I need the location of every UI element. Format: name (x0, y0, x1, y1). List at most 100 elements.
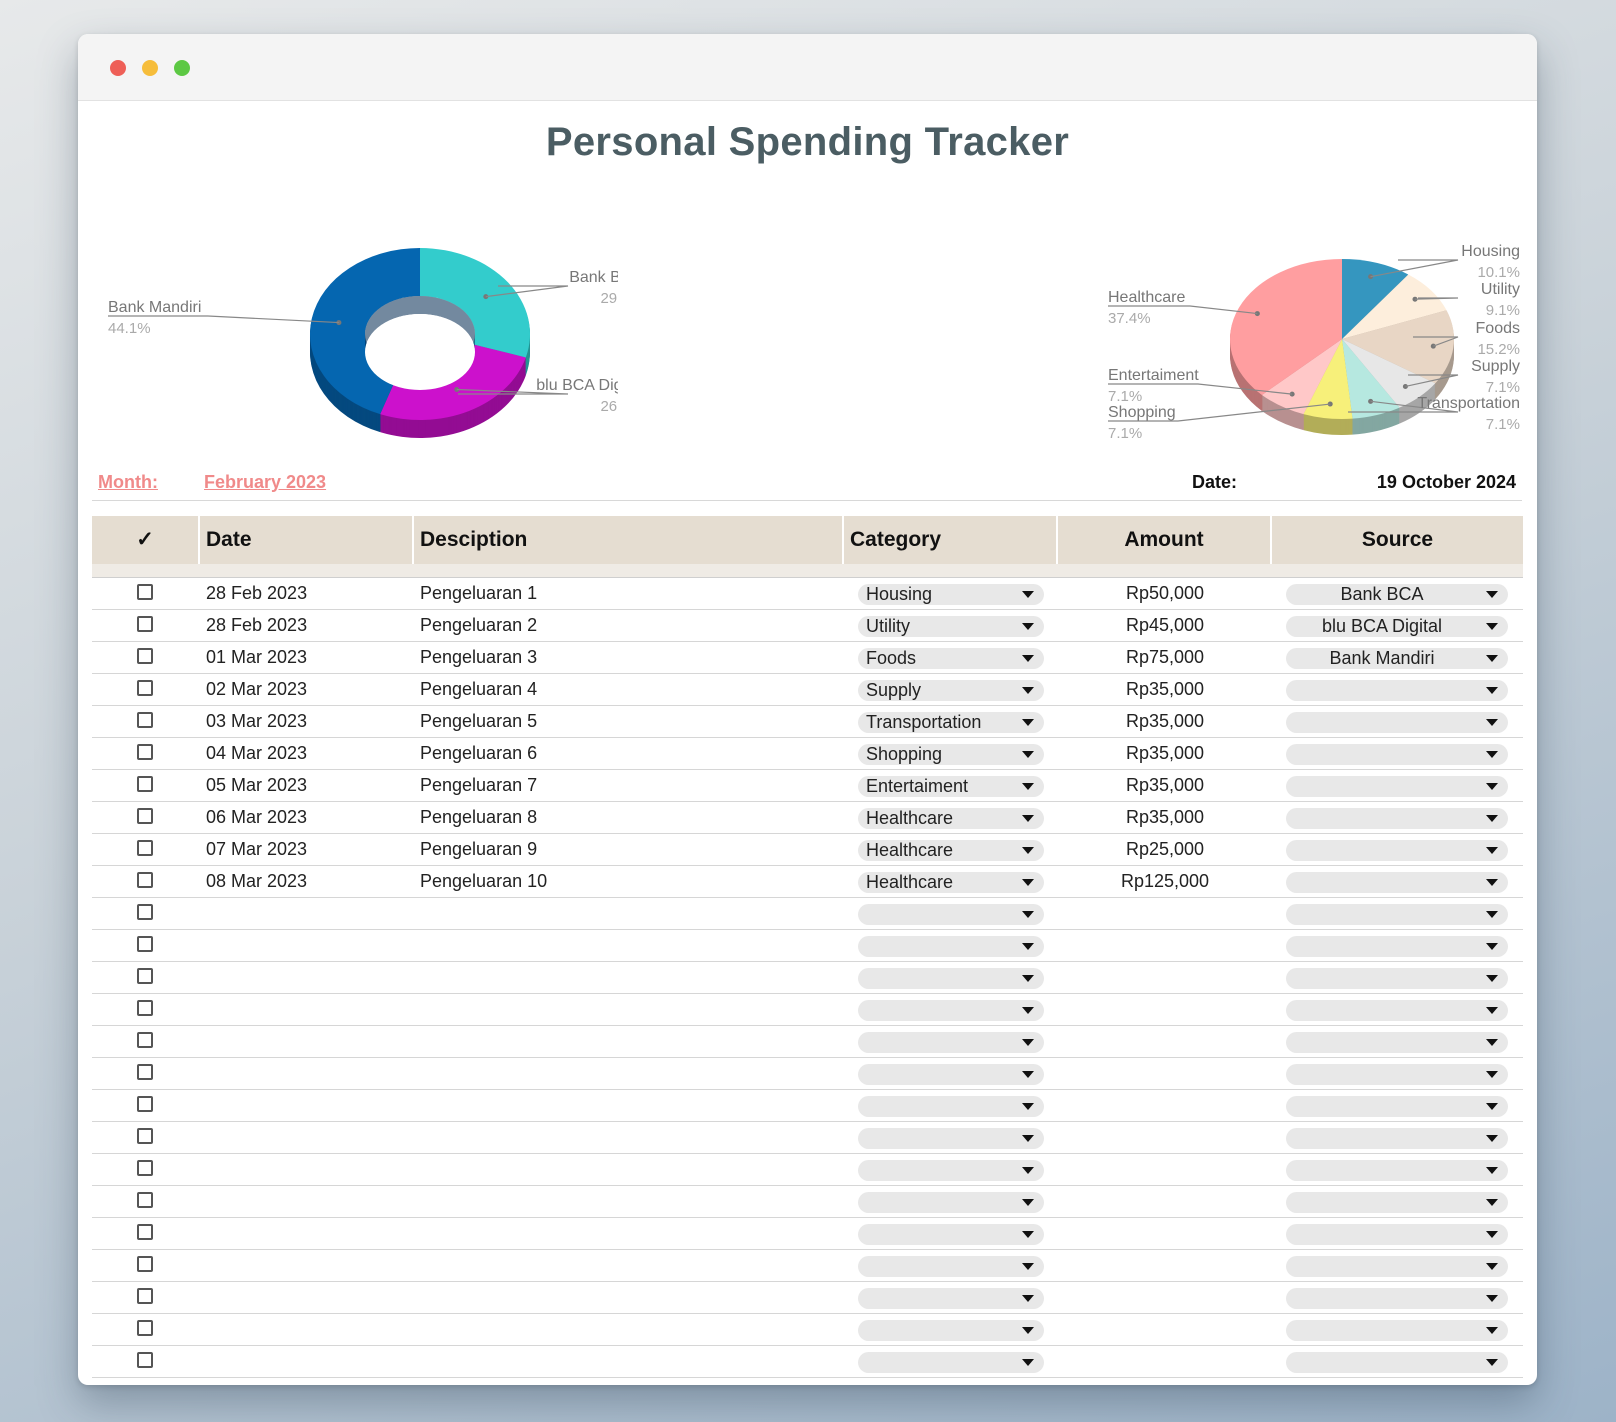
category-dropdown[interactable]: Foods (858, 648, 1044, 669)
row-checkbox[interactable] (137, 1096, 153, 1112)
row-amount[interactable]: Rp35,000 (1125, 711, 1205, 731)
category-dropdown[interactable] (858, 1352, 1044, 1373)
row-description[interactable]: Pengeluaran 6 (420, 743, 538, 763)
row-amount[interactable] (1058, 1186, 1272, 1217)
source-dropdown[interactable] (1286, 1288, 1508, 1309)
source-dropdown[interactable] (1286, 1352, 1508, 1373)
row-amount[interactable] (1058, 1250, 1272, 1281)
category-dropdown[interactable] (858, 1192, 1044, 1213)
row-amount[interactable]: Rp50,000 (1125, 583, 1205, 603)
category-dropdown[interactable]: Housing (858, 584, 1044, 605)
source-dropdown[interactable]: blu BCA Digital (1286, 616, 1508, 637)
row-date[interactable]: 05 Mar 2023 (206, 775, 308, 795)
row-amount[interactable] (1058, 1090, 1272, 1121)
category-dropdown[interactable]: Healthcare (858, 808, 1044, 829)
row-date[interactable]: 08 Mar 2023 (206, 871, 308, 891)
row-checkbox[interactable] (137, 904, 153, 920)
row-checkbox[interactable] (137, 808, 153, 824)
source-dropdown[interactable] (1286, 1128, 1508, 1149)
row-checkbox[interactable] (137, 1288, 153, 1304)
source-dropdown[interactable] (1286, 1320, 1508, 1341)
category-dropdown[interactable] (858, 936, 1044, 957)
row-checkbox[interactable] (137, 744, 153, 760)
row-amount[interactable] (1058, 994, 1272, 1025)
source-dropdown[interactable] (1286, 1096, 1508, 1117)
row-amount[interactable]: Rp45,000 (1125, 615, 1205, 635)
maximize-window-button[interactable] (174, 60, 190, 76)
row-date[interactable]: 28 Feb 2023 (206, 583, 308, 603)
row-amount[interactable]: Rp35,000 (1125, 743, 1205, 763)
row-description[interactable]: Pengeluaran 3 (420, 647, 538, 667)
category-dropdown[interactable]: Supply (858, 680, 1044, 701)
row-date[interactable]: 01 Mar 2023 (206, 647, 308, 667)
row-description[interactable]: Pengeluaran 7 (420, 775, 538, 795)
row-date[interactable]: 28 Feb 2023 (206, 615, 308, 635)
category-dropdown[interactable] (858, 1064, 1044, 1085)
row-description[interactable]: Pengeluaran 9 (420, 839, 538, 859)
row-checkbox[interactable] (137, 1192, 153, 1208)
row-amount[interactable] (1058, 930, 1272, 961)
row-amount[interactable] (1058, 1122, 1272, 1153)
category-dropdown[interactable]: Healthcare (858, 872, 1044, 893)
row-checkbox[interactable] (137, 616, 153, 632)
category-dropdown[interactable]: Utility (858, 616, 1044, 637)
row-amount[interactable]: Rp35,000 (1125, 775, 1205, 795)
row-checkbox[interactable] (137, 1128, 153, 1144)
row-description[interactable]: Pengeluaran 10 (420, 871, 548, 891)
row-checkbox[interactable] (137, 1032, 153, 1048)
source-dropdown[interactable] (1286, 1256, 1508, 1277)
category-dropdown[interactable] (858, 1096, 1044, 1117)
row-amount[interactable] (1058, 1026, 1272, 1057)
row-checkbox[interactable] (137, 872, 153, 888)
category-dropdown[interactable] (858, 1000, 1044, 1021)
source-dropdown[interactable] (1286, 712, 1508, 733)
category-dropdown[interactable] (858, 1032, 1044, 1053)
source-dropdown[interactable] (1286, 1160, 1508, 1181)
month-link[interactable]: February 2023 (204, 472, 327, 492)
row-amount[interactable] (1058, 1154, 1272, 1185)
category-dropdown[interactable]: Shopping (858, 744, 1044, 765)
row-description[interactable]: Pengeluaran 2 (420, 615, 538, 635)
row-amount[interactable] (1058, 1058, 1272, 1089)
row-checkbox[interactable] (137, 1000, 153, 1016)
row-amount[interactable] (1058, 1218, 1272, 1249)
source-dropdown[interactable] (1286, 968, 1508, 989)
source-dropdown[interactable] (1286, 680, 1508, 701)
row-checkbox[interactable] (137, 1160, 153, 1176)
source-dropdown[interactable] (1286, 1000, 1508, 1021)
source-dropdown[interactable] (1286, 776, 1508, 797)
source-dropdown[interactable] (1286, 904, 1508, 925)
row-checkbox[interactable] (137, 680, 153, 696)
source-dropdown[interactable] (1286, 840, 1508, 861)
source-dropdown[interactable] (1286, 1064, 1508, 1085)
row-amount[interactable]: Rp35,000 (1125, 679, 1205, 699)
row-description[interactable]: Pengeluaran 1 (420, 583, 538, 603)
row-description[interactable]: Pengeluaran 8 (420, 807, 538, 827)
row-checkbox[interactable] (137, 648, 153, 664)
row-checkbox[interactable] (137, 1256, 153, 1272)
category-dropdown[interactable] (858, 1128, 1044, 1149)
row-checkbox[interactable] (137, 1064, 153, 1080)
row-amount[interactable]: Rp25,000 (1125, 839, 1205, 859)
source-dropdown[interactable] (1286, 872, 1508, 893)
category-dropdown[interactable] (858, 1288, 1044, 1309)
source-dropdown[interactable] (1286, 1224, 1508, 1245)
row-amount[interactable] (1058, 962, 1272, 993)
row-checkbox[interactable] (137, 1224, 153, 1240)
row-checkbox[interactable] (137, 584, 153, 600)
row-date[interactable]: 07 Mar 2023 (206, 839, 308, 859)
row-description[interactable]: Pengeluaran 4 (420, 679, 538, 699)
source-dropdown[interactable] (1286, 1032, 1508, 1053)
source-dropdown[interactable] (1286, 936, 1508, 957)
category-dropdown[interactable]: Healthcare (858, 840, 1044, 861)
category-dropdown[interactable] (858, 904, 1044, 925)
close-window-button[interactable] (110, 60, 126, 76)
row-amount[interactable]: Rp35,000 (1125, 807, 1205, 827)
source-dropdown[interactable] (1286, 1192, 1508, 1213)
category-dropdown[interactable]: Entertaiment (858, 776, 1044, 797)
category-dropdown[interactable] (858, 1320, 1044, 1341)
row-checkbox[interactable] (137, 712, 153, 728)
category-dropdown[interactable] (858, 1256, 1044, 1277)
category-dropdown[interactable]: Transportation (858, 712, 1044, 733)
row-amount[interactable] (1058, 1282, 1272, 1313)
